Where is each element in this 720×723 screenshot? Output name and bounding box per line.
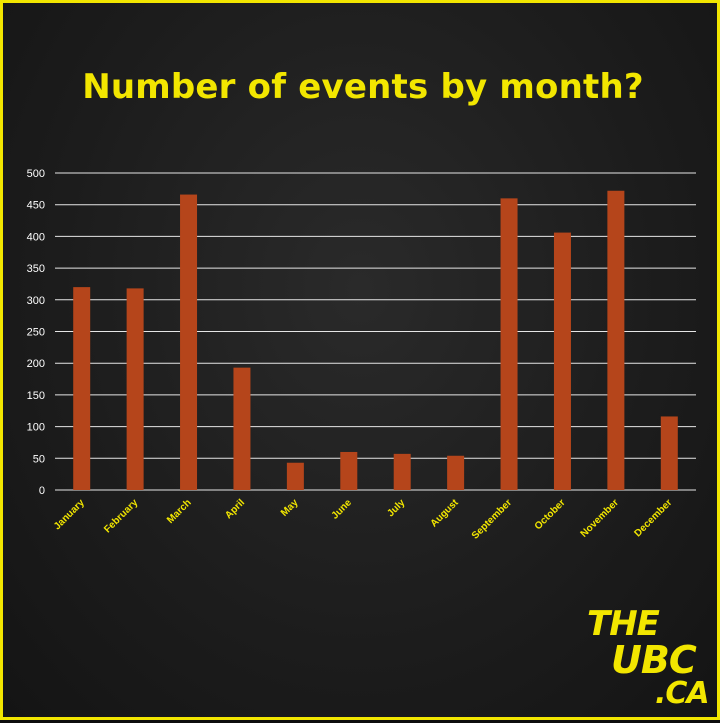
y-tick-label: 500 [27,168,45,180]
x-tick-label: July [385,497,407,519]
y-tick-label: 100 [27,422,45,434]
y-tick-label: 150 [27,390,45,402]
bar [447,455,465,490]
bar-chart: 0 50 100 150 200 250 300 350 400 450 500 January Feb… [27,168,696,542]
chart-title: Number of events by month? [82,67,644,107]
y-tick-label: 200 [27,358,45,370]
bar [73,287,91,490]
x-tick-label: December [632,497,674,539]
x-tick-label: August [429,497,462,530]
bar [660,416,678,490]
bar [180,194,198,490]
y-tick-label: 50 [33,453,45,465]
x-tick-label: October [533,497,568,532]
bar [233,367,251,490]
x-tick-label: March [165,497,194,526]
y-tick-label: 400 [27,231,45,243]
bar [286,462,304,490]
logo-line-ca: .CA [655,676,710,711]
bar [126,288,144,490]
theubc-logo: THE UBC .CA [583,603,713,713]
x-tick-label: January [52,497,87,532]
x-tick-label: April [223,497,247,521]
bar [553,232,571,490]
bar [500,198,518,491]
y-tick-label: 450 [27,200,45,212]
bar [340,451,358,490]
y-tick-label: 350 [27,263,45,275]
y-tick-label: 300 [27,295,45,307]
bar [393,453,411,490]
x-tick-label: February [102,497,140,535]
y-tick-label: 0 [39,485,45,497]
x-tick-label: November [579,497,621,539]
x-tick-label: June [330,497,355,522]
logo-line-the: THE [587,604,660,644]
y-tick-label: 250 [27,327,45,339]
bar [607,190,625,490]
x-tick-label: September [470,497,514,541]
x-tick-label: May [279,497,301,519]
logo-line-ubc: UBC [611,638,697,682]
